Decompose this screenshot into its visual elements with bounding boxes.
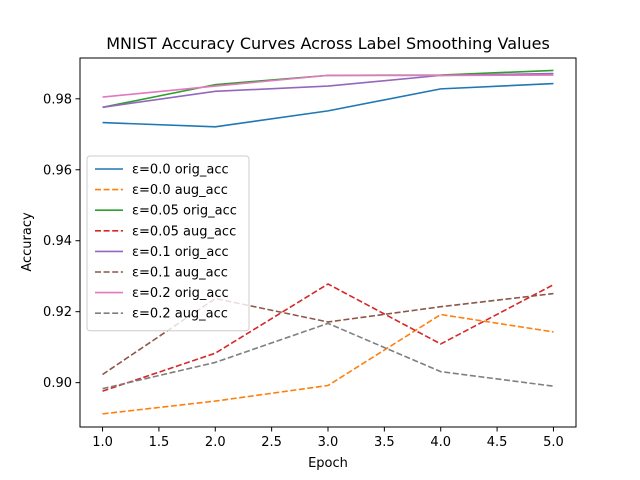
legend-label-3: ε=0.05 aug_acc [132, 224, 236, 239]
y-tick-label: 0.96 [43, 163, 72, 178]
series-line-3 [102, 283, 554, 392]
legend-label-1: ε=0.0 aug_acc [132, 183, 228, 198]
legend-label-4: ε=0.1 orig_acc [132, 245, 229, 260]
x-tick-label: 1.5 [149, 435, 170, 450]
y-axis-ticks: 0.90 0.92 0.94 0.96 0.98 [43, 92, 80, 391]
x-tick-label: 5.0 [543, 435, 564, 450]
y-tick-label: 0.98 [43, 92, 72, 107]
chart-title: MNIST Accuracy Curves Across Label Smoot… [106, 34, 550, 53]
legend-label-7: ε=0.2 aug_acc [132, 307, 228, 322]
x-axis-ticks: 1.0 1.5 2.0 2.5 3.0 3.5 4.0 4.5 5.0 [92, 427, 564, 450]
x-tick-label: 4.0 [430, 435, 451, 450]
x-tick-label: 3.0 [318, 435, 339, 450]
x-tick-label: 4.5 [487, 435, 508, 450]
series-layer [102, 69, 554, 415]
legend-label-2: ε=0.05 orig_acc [132, 204, 237, 219]
y-tick-label: 0.94 [43, 234, 72, 249]
y-tick-label: 0.92 [43, 305, 72, 320]
x-tick-label: 2.0 [205, 435, 226, 450]
legend-label-6: ε=0.2 orig_acc [132, 286, 229, 301]
series-line-1 [102, 313, 554, 415]
x-tick-label: 2.5 [261, 435, 282, 450]
y-tick-label: 0.90 [43, 376, 72, 391]
legend: ε=0.0 orig_acc ε=0.0 aug_acc ε=0.05 orig_a… [86, 155, 250, 332]
legend-box [86, 155, 250, 332]
legend-label-5: ε=0.1 aug_acc [132, 266, 228, 281]
x-tick-label: 3.5 [374, 435, 395, 450]
series-line-7 [102, 322, 554, 390]
x-axis-label: Epoch [308, 456, 348, 471]
series-line-0 [102, 82, 554, 128]
series-line-6 [102, 74, 554, 98]
legend-label-0: ε=0.0 orig_acc [132, 163, 229, 178]
y-axis-label: Accuracy [20, 212, 35, 272]
x-tick-label: 1.0 [92, 435, 113, 450]
plot-area [79, 57, 577, 428]
